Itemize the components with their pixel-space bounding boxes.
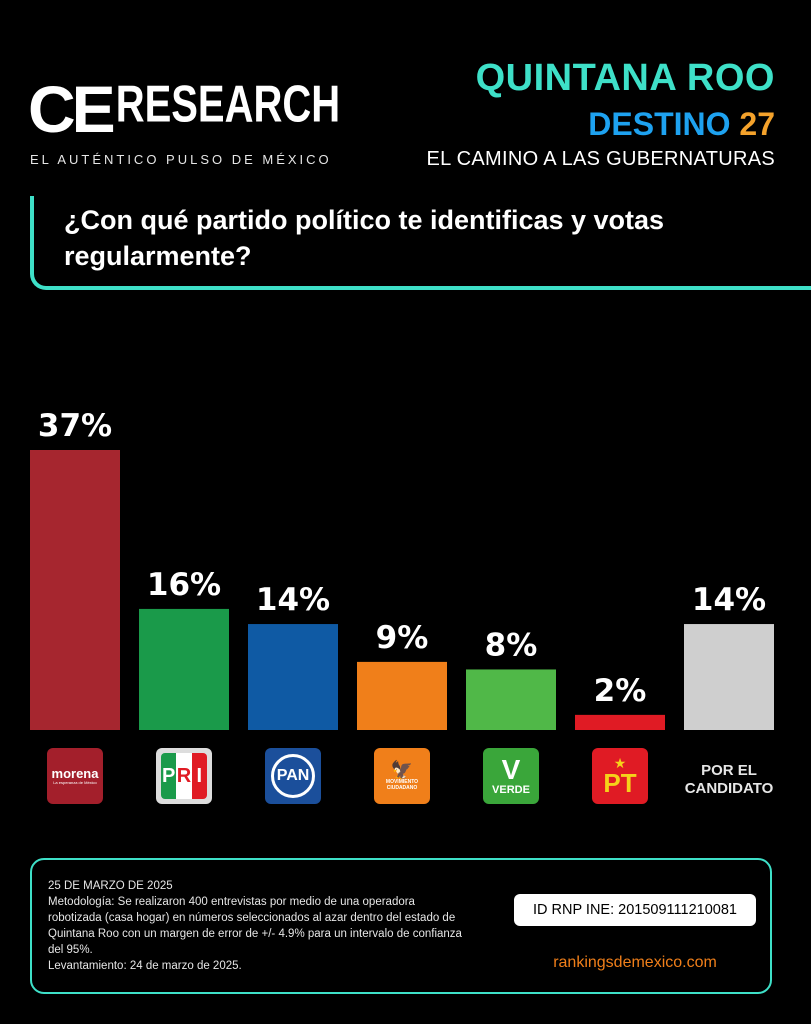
bar-verde (466, 669, 556, 730)
value-label-pan: 14% (256, 582, 330, 618)
bar-pt (575, 714, 665, 730)
pt-logo-text: PT (603, 768, 637, 798)
pri-logo: P R I (156, 748, 212, 804)
bar-chart: 37% 16% 14% 9% 8% 2% 14% (0, 380, 811, 810)
bar-por-el-candidato (684, 624, 774, 730)
levantamiento-text: Levantamiento: 24 de marzo de 2025. (48, 960, 242, 972)
value-label-pri: 16% (147, 567, 221, 603)
logo-ce: CE (28, 72, 116, 146)
candidato-label: POR EL CANDIDATO (684, 762, 774, 797)
value-label-verde: 8% (485, 627, 538, 663)
methodology-text: Metodología: Se realizaron 400 entrevist… (48, 896, 462, 956)
logo-tagline: EL AUTÉNTICO PULSO DE MÉXICO (30, 152, 332, 167)
verde-logo-text: VERDE (492, 784, 530, 796)
bar-pri (139, 608, 229, 730)
movimiento-ciudadano-logo: 🦅 MOVIMIENTO CIUDADANO (374, 748, 430, 804)
morena-logo: morena La esperanza de México (47, 748, 103, 804)
rnp-id-badge: ID RNP INE: 201509111210081 (514, 894, 756, 926)
logo-research: RESEARCH (115, 75, 341, 133)
methodology-block: 25 DE MARZO DE 2025 Metodología: Se real… (48, 878, 468, 974)
pri-letter-p: P (161, 753, 177, 799)
mc-logo-text: MOVIMIENTO CIUDADANO (385, 779, 419, 791)
value-label-pt: 2% (594, 673, 647, 709)
value-label-por-el-candidato: 14% (692, 582, 766, 618)
pan-logo-text: PAN (271, 754, 315, 798)
eagle-icon: 🦅 (390, 760, 414, 780)
question-box: ¿Con qué partido político te identificas… (30, 196, 811, 290)
footer-box: 25 DE MARZO DE 2025 Metodología: Se real… (30, 858, 772, 994)
pri-letter-r: R (176, 753, 192, 799)
website-link[interactable]: rankingsdemexico.com (553, 954, 717, 971)
header-subtitle: EL CAMINO A LAS GUBERNATURAS (426, 148, 775, 170)
pt-logo: ★ PT (592, 748, 648, 804)
morena-logo-name: morena (51, 766, 99, 781)
destino-title: DESTINO 27 (427, 104, 775, 144)
destino-word: DESTINO (588, 106, 731, 142)
ce-research-logo: CE RESEARCH EL AUTÉNTICO PULSO DE MÉXICO (28, 66, 340, 176)
value-label-morena: 37% (38, 408, 112, 444)
state-title: QUINTANA ROO (475, 57, 775, 99)
value-label-movimiento-ciudadano: 9% (376, 620, 429, 656)
verde-v-icon: V (501, 754, 521, 785)
pri-letter-i: I (191, 753, 207, 799)
survey-date: 25 DE MARZO DE 2025 (48, 880, 173, 892)
bar-morena (30, 450, 120, 730)
bar-movimiento-ciudadano (357, 661, 447, 730)
star-icon: ★ (613, 755, 627, 771)
destino-number: 27 (739, 106, 775, 142)
verde-logo: V VERDE (483, 748, 539, 804)
bar-pan (248, 624, 338, 730)
header-titles: QUINTANA ROO DESTINO 27 EL CAMINO A LAS … (427, 56, 776, 172)
bar-chart-svg: 37% 16% 14% 9% 8% 2% 14% (30, 408, 774, 730)
pan-logo: PAN (265, 748, 321, 804)
morena-logo-tagline: La esperanza de México (53, 780, 97, 785)
question-text: ¿Con qué partido político te identificas… (64, 205, 665, 271)
